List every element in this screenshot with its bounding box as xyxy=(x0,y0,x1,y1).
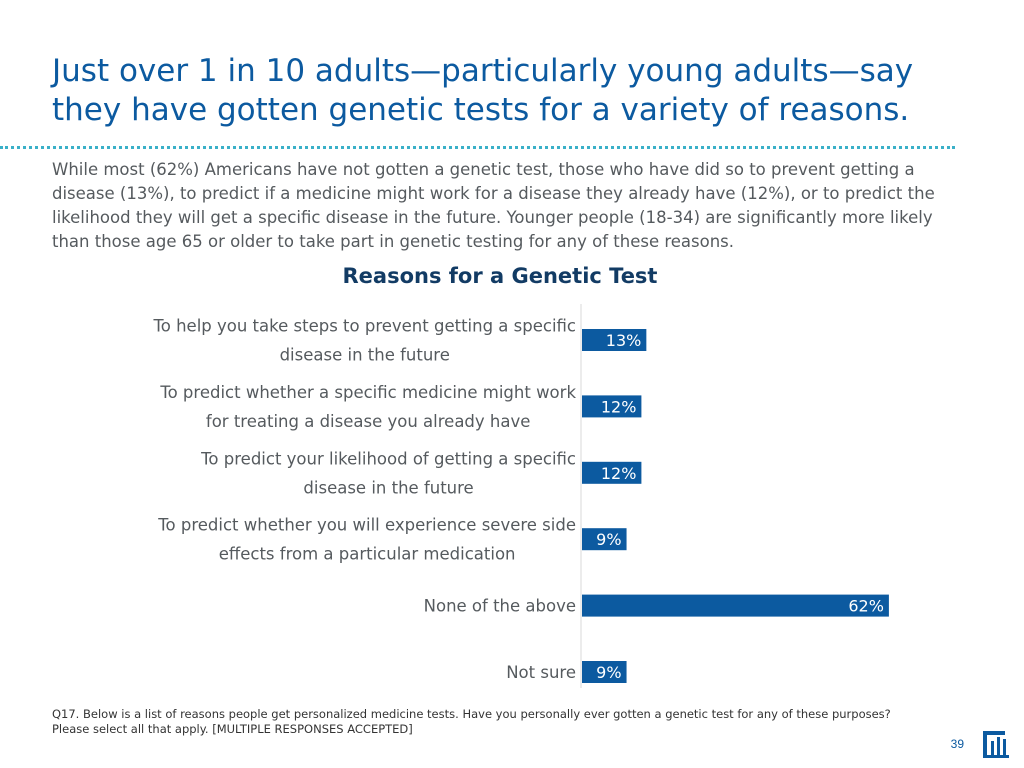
category-label-3: To predict whether you will experience s… xyxy=(157,516,576,564)
category-label-4: None of the above xyxy=(424,597,576,616)
category-label-1: To predict whether a specific medicine m… xyxy=(159,383,576,431)
category-label-2-line-0: To predict your likelihood of getting a … xyxy=(200,449,576,468)
category-label-3-line-0: To predict whether you will experience s… xyxy=(157,516,576,535)
bar-1 xyxy=(582,395,642,418)
category-label-5-line-0: Not sure xyxy=(506,663,576,682)
footnote: Q17. Below is a list of reasons people g… xyxy=(52,707,891,736)
page-number: 39 xyxy=(950,737,964,751)
dotted-divider xyxy=(0,146,955,149)
category-label-2: To predict your likelihood of getting a … xyxy=(200,449,576,497)
title-line-1: Just over 1 in 10 adults—particularly yo… xyxy=(52,53,914,89)
bar-5 xyxy=(582,661,627,683)
chart-title: Reasons for a Genetic Test xyxy=(342,264,658,288)
value-label-5: 9% xyxy=(596,663,621,682)
page-title: Just over 1 in 10 adults—particularly yo… xyxy=(52,52,972,130)
value-label-0: 13% xyxy=(606,331,642,350)
value-label-2: 12% xyxy=(601,464,637,483)
category-label-0: To help you take steps to prevent gettin… xyxy=(152,317,576,365)
bar-4 xyxy=(582,594,889,617)
value-label-1: 12% xyxy=(601,397,637,416)
value-label-3: 9% xyxy=(596,530,621,549)
category-label-5: Not sure xyxy=(506,663,576,682)
bar-2 xyxy=(582,461,642,484)
category-label-1-line-1: for treating a disease you already have xyxy=(206,412,531,431)
bar-chart: 13% To help you take steps to prevent get… xyxy=(152,304,889,688)
category-label-2-line-1: disease in the future xyxy=(303,478,473,497)
title-line-2: they have gotten genetic tests for a var… xyxy=(52,92,910,128)
value-label-4: 62% xyxy=(848,597,884,616)
category-label-0-line-1: disease in the future xyxy=(280,346,450,365)
category-label-0-line-0: To help you take steps to prevent gettin… xyxy=(152,317,576,336)
category-label-1-line-0: To predict whether a specific medicine m… xyxy=(159,383,576,402)
category-label-4-line-0: None of the above xyxy=(424,597,576,616)
brand-logo-icon xyxy=(983,731,1009,758)
bar-3 xyxy=(582,528,627,551)
slide-subtitle: While most (62%) Americans have not gott… xyxy=(52,160,935,251)
bar-0 xyxy=(582,329,647,351)
category-label-3-line-1: effects from a particular medication xyxy=(219,545,516,564)
